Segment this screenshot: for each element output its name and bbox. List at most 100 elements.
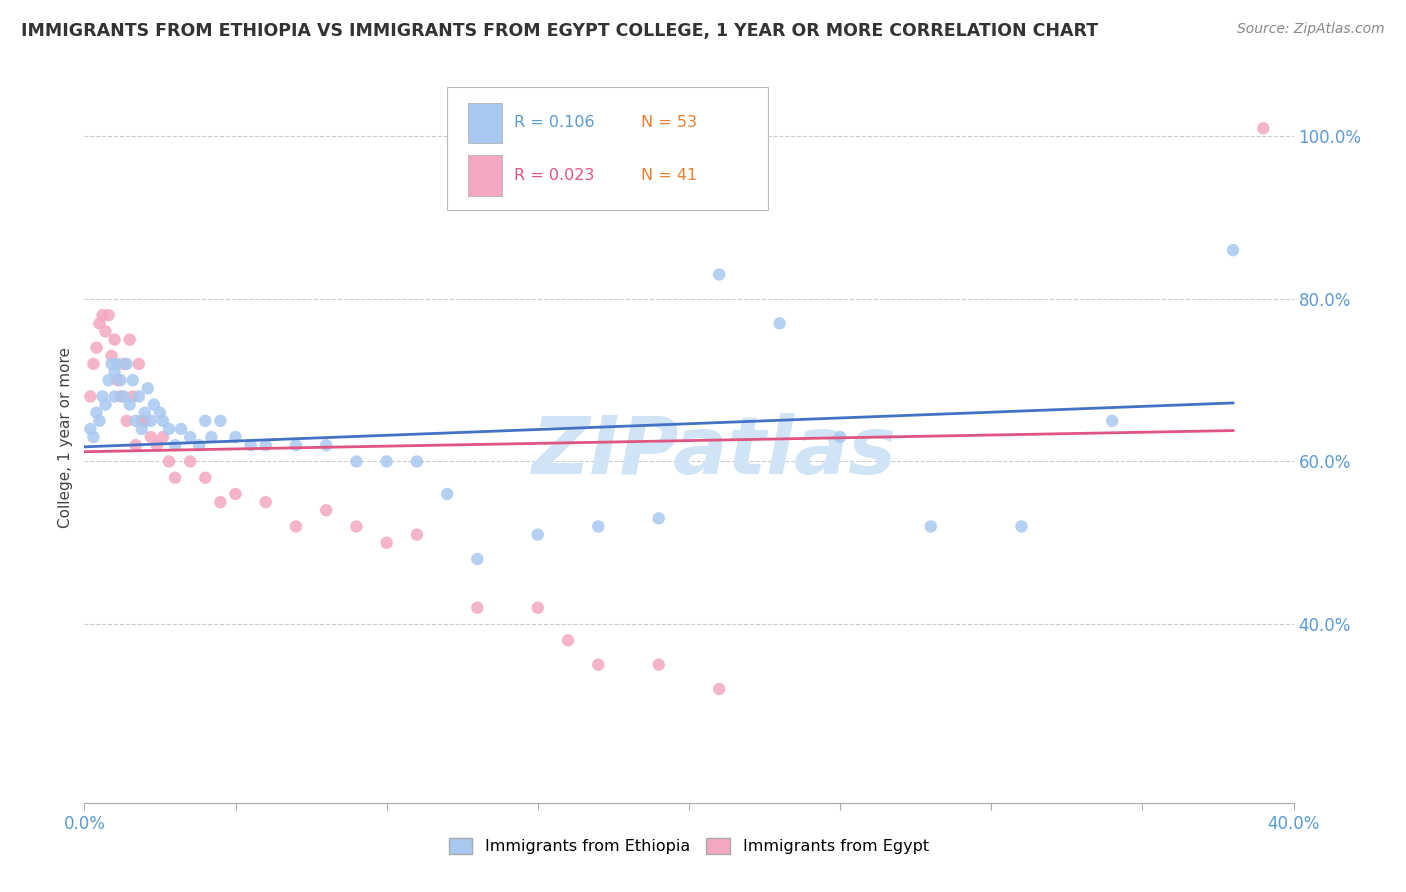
Point bbox=[1101, 414, 1123, 428]
Point bbox=[91, 389, 114, 403]
Text: Source: ZipAtlas.com: Source: ZipAtlas.com bbox=[1237, 22, 1385, 37]
Text: N = 41: N = 41 bbox=[641, 169, 697, 184]
Point bbox=[94, 398, 117, 412]
Point bbox=[139, 414, 162, 428]
Point bbox=[588, 657, 610, 672]
Point bbox=[315, 438, 337, 452]
Point bbox=[527, 600, 550, 615]
Point bbox=[97, 373, 120, 387]
Point bbox=[142, 398, 165, 412]
Point bbox=[375, 535, 398, 549]
Point bbox=[165, 438, 187, 452]
Point bbox=[648, 657, 671, 672]
Text: N = 53: N = 53 bbox=[641, 115, 696, 130]
Point bbox=[557, 633, 579, 648]
Point bbox=[86, 406, 108, 420]
Point bbox=[104, 389, 127, 403]
Point bbox=[136, 381, 159, 395]
Point bbox=[121, 373, 143, 387]
Point bbox=[1011, 519, 1033, 533]
Point bbox=[110, 373, 132, 387]
Point bbox=[134, 414, 156, 428]
Point bbox=[239, 438, 262, 452]
Point bbox=[112, 389, 135, 403]
Point bbox=[285, 438, 308, 452]
Point bbox=[121, 389, 143, 403]
Bar bbox=[468, 155, 502, 195]
Point bbox=[209, 495, 232, 509]
Text: R = 0.106: R = 0.106 bbox=[513, 115, 595, 130]
Point bbox=[118, 398, 141, 412]
Point bbox=[830, 430, 852, 444]
Point bbox=[104, 333, 127, 347]
Point bbox=[648, 511, 671, 525]
Point bbox=[115, 357, 138, 371]
Point bbox=[157, 422, 180, 436]
Point bbox=[406, 454, 429, 468]
Point bbox=[225, 430, 247, 444]
Point bbox=[118, 333, 141, 347]
Point bbox=[285, 519, 308, 533]
Point bbox=[89, 414, 111, 428]
Point bbox=[107, 357, 129, 371]
Point bbox=[179, 454, 201, 468]
Point bbox=[100, 349, 122, 363]
Point bbox=[112, 357, 135, 371]
Point bbox=[91, 308, 114, 322]
Point bbox=[375, 454, 398, 468]
Point bbox=[709, 268, 731, 282]
Point bbox=[588, 519, 610, 533]
Point bbox=[527, 527, 550, 541]
Point bbox=[194, 414, 217, 428]
Point bbox=[436, 487, 458, 501]
Point bbox=[315, 503, 337, 517]
Point bbox=[200, 430, 222, 444]
Point bbox=[194, 471, 217, 485]
Text: R = 0.023: R = 0.023 bbox=[513, 169, 593, 184]
Point bbox=[254, 438, 277, 452]
Y-axis label: College, 1 year or more: College, 1 year or more bbox=[58, 347, 73, 527]
Point bbox=[467, 552, 489, 566]
Bar bbox=[468, 103, 502, 143]
Point bbox=[79, 422, 101, 436]
Point bbox=[82, 357, 104, 371]
Point bbox=[104, 365, 127, 379]
Point bbox=[128, 357, 150, 371]
Text: ZIPatlas: ZIPatlas bbox=[530, 413, 896, 491]
Point bbox=[346, 454, 368, 468]
Point bbox=[146, 438, 169, 452]
Point bbox=[100, 357, 122, 371]
Point bbox=[152, 430, 174, 444]
Point bbox=[1253, 121, 1275, 136]
Point bbox=[920, 519, 942, 533]
Point bbox=[769, 316, 792, 330]
Point bbox=[346, 519, 368, 533]
Point bbox=[97, 308, 120, 322]
Point bbox=[94, 325, 117, 339]
Point bbox=[157, 454, 180, 468]
Point bbox=[254, 495, 277, 509]
Point bbox=[82, 430, 104, 444]
Legend: Immigrants from Ethiopia, Immigrants from Egypt: Immigrants from Ethiopia, Immigrants fro… bbox=[441, 831, 936, 861]
Point bbox=[125, 438, 148, 452]
Point bbox=[115, 414, 138, 428]
Point bbox=[125, 414, 148, 428]
Point bbox=[152, 414, 174, 428]
Point bbox=[110, 389, 132, 403]
Point bbox=[131, 414, 153, 428]
Point bbox=[86, 341, 108, 355]
Point bbox=[1222, 243, 1244, 257]
Point bbox=[131, 422, 153, 436]
Point bbox=[188, 438, 211, 452]
Point bbox=[170, 422, 193, 436]
Point bbox=[139, 430, 162, 444]
Point bbox=[107, 373, 129, 387]
Point bbox=[225, 487, 247, 501]
Point bbox=[467, 600, 489, 615]
Point bbox=[209, 414, 232, 428]
Point bbox=[128, 389, 150, 403]
Point bbox=[134, 406, 156, 420]
Point bbox=[406, 527, 429, 541]
Point bbox=[165, 471, 187, 485]
Point bbox=[179, 430, 201, 444]
